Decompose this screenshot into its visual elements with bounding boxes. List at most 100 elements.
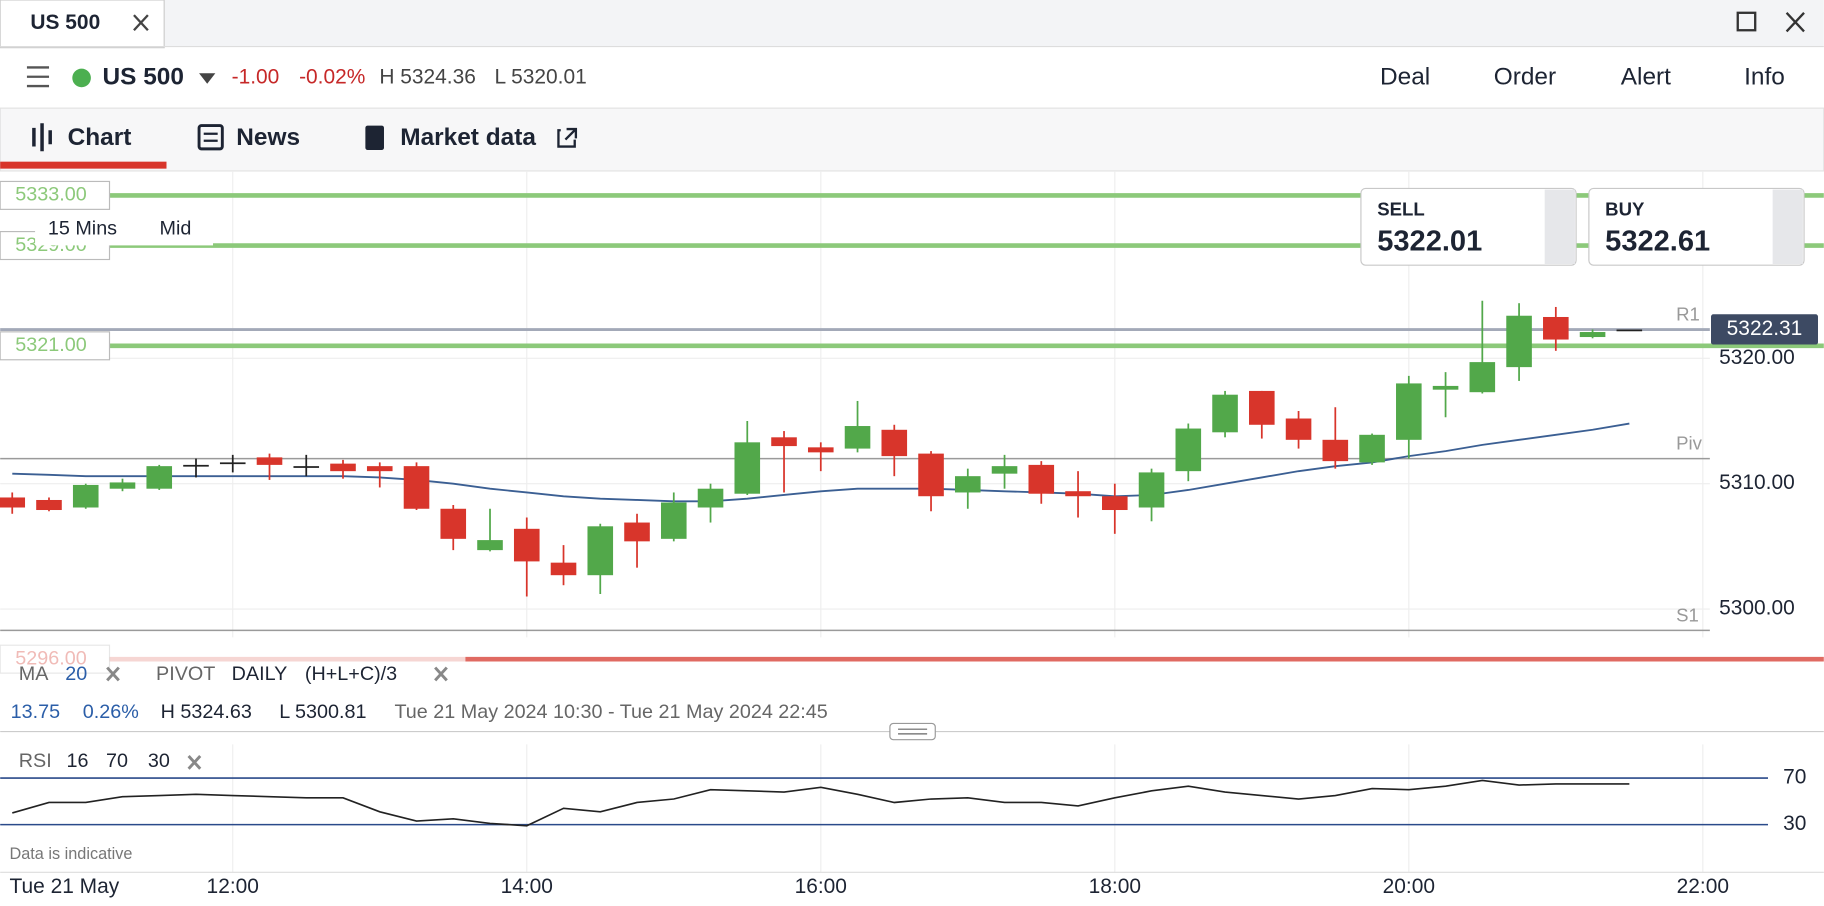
- external-link-icon[interactable]: [557, 127, 578, 148]
- low: L 5320.01: [494, 65, 586, 88]
- news-tab[interactable]: News: [236, 124, 300, 151]
- candle-body: [1543, 316, 1569, 340]
- candle-body: [697, 488, 724, 508]
- y-tick-label: 5300.00: [1719, 597, 1795, 620]
- candle-body: [550, 562, 577, 576]
- status-dot: [72, 68, 91, 88]
- rsi-label: RSI: [19, 750, 52, 772]
- candle-body: [256, 457, 283, 465]
- level-label: 5333.00: [15, 184, 86, 206]
- x-tick-label: 12:00: [207, 875, 259, 898]
- ma-line: [12, 422, 1630, 503]
- deal-button[interactable]: Deal: [1380, 63, 1430, 90]
- nav-bar: [0, 107, 1824, 172]
- candle-body: [954, 476, 981, 493]
- candle-body: [219, 462, 246, 465]
- level-label: 5321.00: [15, 334, 86, 356]
- level-label-box: [0, 331, 111, 361]
- active-tab-indicator: [0, 161, 167, 169]
- info-button[interactable]: Info: [1744, 63, 1785, 90]
- rsi-panel: 70 30: [0, 744, 1806, 873]
- candle-body: [1579, 332, 1606, 338]
- chart-tab[interactable]: Chart: [68, 124, 132, 151]
- sell-label: SELL: [1377, 198, 1425, 219]
- candle-body: [330, 463, 356, 472]
- instrument[interactable]: US 500: [103, 63, 184, 90]
- y-tick-label: 5320.00: [1719, 346, 1795, 369]
- date-label: Tue 21 May: [9, 875, 119, 898]
- x-tick-label: 20:00: [1383, 875, 1435, 898]
- candle-body: [1212, 394, 1238, 433]
- candle-body: [1102, 496, 1128, 511]
- x-tick-label: 22:00: [1677, 875, 1729, 898]
- candle-body: [807, 447, 834, 453]
- pivot-remove[interactable]: [434, 666, 448, 682]
- candle-body: [403, 466, 430, 509]
- market-data-tab[interactable]: Market data: [400, 124, 536, 151]
- order-button[interactable]: Order: [1494, 63, 1556, 90]
- resize-handle[interactable]: [889, 722, 936, 741]
- candle-body: [771, 437, 797, 447]
- menu[interactable]: [26, 66, 50, 88]
- sell-box[interactable]: [1360, 187, 1577, 266]
- pivot-label: Piv: [1676, 433, 1703, 454]
- x-tick-label: 14:00: [501, 875, 553, 898]
- pivot-formula: (H+L+C)/3: [305, 663, 397, 685]
- buy-label: BUY: [1605, 198, 1645, 219]
- alert-button[interactable]: Alert: [1621, 63, 1671, 90]
- x-tick-label: 16:00: [795, 875, 847, 898]
- candle-body: [587, 526, 614, 576]
- level-label-box: [0, 180, 111, 210]
- x-tick-label: 18:00: [1089, 875, 1141, 898]
- candle-body: [366, 466, 393, 472]
- candle-body: [624, 522, 650, 542]
- candle-body: [1249, 390, 1275, 425]
- chart-icon: [32, 123, 52, 152]
- candle-body: [1469, 362, 1496, 393]
- buy-box[interactable]: [1588, 187, 1805, 266]
- tab[interactable]: [0, 0, 165, 49]
- candle-body: [183, 464, 209, 467]
- change: -1.00: [232, 65, 280, 88]
- range-low: L 5300.81: [279, 701, 366, 723]
- candle-body: [109, 482, 136, 489]
- rsi-tick-label: 70: [1783, 766, 1806, 789]
- candle-body: [881, 429, 908, 457]
- pivot-period: DAILY: [232, 663, 288, 685]
- candle-body: [991, 466, 1018, 474]
- close-window[interactable]: [1785, 11, 1805, 33]
- ma-period: 20: [65, 663, 87, 685]
- candle-body: [660, 502, 687, 539]
- candle-body: [72, 484, 99, 508]
- price-type[interactable]: Mid: [160, 217, 192, 239]
- resize-grip: [898, 728, 928, 735]
- time-axis: 12:00 14:00 16:00 18:00 20:00 22:00: [207, 875, 1729, 898]
- maximize[interactable]: [1736, 11, 1757, 32]
- timeframe-box: [35, 213, 214, 246]
- current-price-tag: [1711, 314, 1818, 345]
- timeframe[interactable]: 15 Mins: [48, 217, 117, 239]
- pivot-label: PIVOT: [156, 663, 215, 685]
- buy-price: 5322.61: [1605, 226, 1710, 258]
- ma-remove[interactable]: [106, 666, 120, 682]
- news-icon: [197, 124, 224, 151]
- ma-label: MA: [19, 663, 49, 685]
- candle-body: [1506, 315, 1532, 368]
- note: Data is indicative: [9, 845, 132, 863]
- change-pct: -0.02%: [299, 65, 365, 88]
- sell-price: 5322.01: [1377, 226, 1482, 258]
- price-panel: 5320.005310.005300.00R1PivS15333.005329.…: [0, 170, 1824, 674]
- rsi-remove[interactable]: [187, 754, 202, 770]
- candle-body: [1138, 472, 1165, 508]
- rsi-line: [12, 779, 1630, 827]
- candle-body: [734, 442, 761, 494]
- dropdown[interactable]: [199, 73, 216, 84]
- candle-body: [1322, 439, 1349, 462]
- candle-body: [1175, 428, 1202, 472]
- candle-body: [513, 528, 540, 562]
- candle-body: [146, 466, 173, 489]
- candle-body: [36, 499, 62, 511]
- range-change: 13.75: [11, 701, 60, 723]
- tab-close[interactable]: [133, 14, 149, 32]
- candle-body: [440, 508, 467, 539]
